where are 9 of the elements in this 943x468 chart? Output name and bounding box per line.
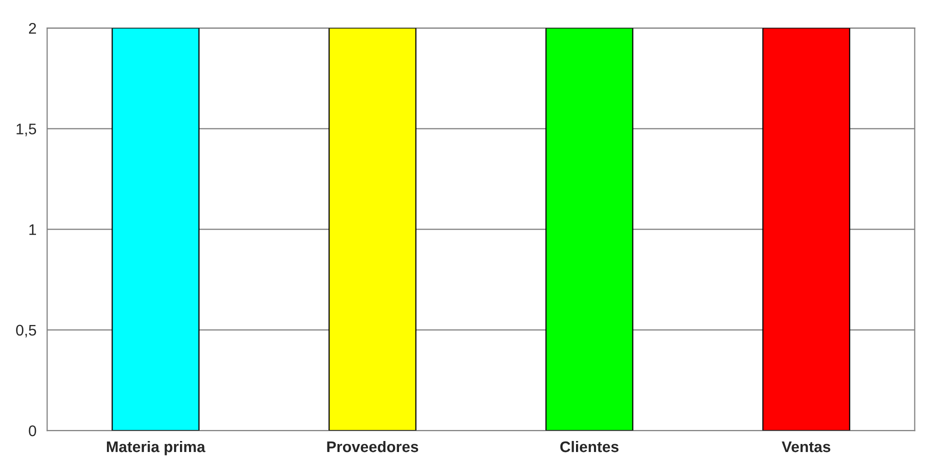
x-tick-label: Proveedores <box>327 440 418 452</box>
x-tick-label: Materia prima <box>106 440 206 456</box>
y-tick-label: 1 <box>29 224 36 235</box>
y-tick-label: 1,5 <box>16 124 36 136</box>
y-tick-label: 0 <box>28 425 36 436</box>
x-tick-label: Ventas <box>782 442 830 452</box>
y-tick-label: 2 <box>29 22 36 34</box>
y-tick-label: 0,5 <box>16 324 36 338</box>
x-tick-label: Clientes <box>560 440 618 452</box>
